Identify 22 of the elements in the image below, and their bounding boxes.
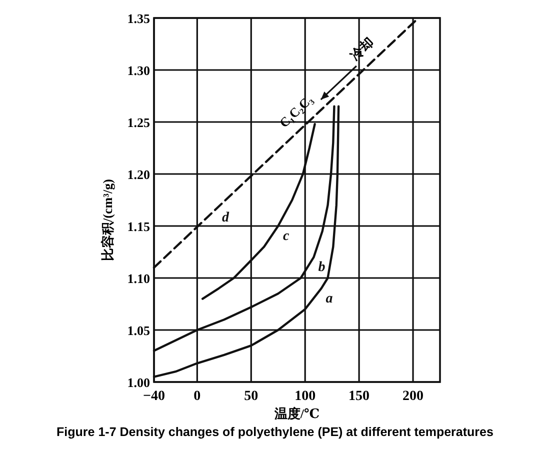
y-tick-label: 1.10: [127, 271, 150, 286]
series-label: b: [318, 260, 326, 276]
y-tick-label: 1.25: [127, 115, 150, 130]
y-tick-label: 1.00: [127, 375, 150, 390]
y-tick-label: 1.05: [127, 323, 150, 338]
y-tick-label: 1.35: [127, 11, 150, 26]
caption: Figure 1-7 Density changes of polyethylene (PE) at different temperatures: [56, 425, 494, 439]
series-label: c: [283, 229, 290, 244]
x-tick-label: 100: [294, 389, 316, 404]
y-tick-label: 1.30: [127, 63, 150, 78]
series-label: a: [326, 291, 333, 306]
y-tick-label: 1.15: [127, 219, 150, 234]
x-tick-label: 200: [402, 389, 424, 404]
x-tick-label: 50: [244, 389, 258, 404]
x-tick-label: 0: [194, 389, 201, 404]
x-tick-label: 150: [348, 389, 370, 404]
annotation: 冷却: [347, 34, 376, 64]
x-axis-title: 温度/℃: [273, 406, 320, 421]
series-label: d: [222, 210, 230, 226]
x-tick-label: −40: [143, 389, 165, 404]
y-axis-title: 比容积/(cm³/g): [100, 179, 115, 261]
y-tick-label: 1.20: [127, 167, 150, 182]
